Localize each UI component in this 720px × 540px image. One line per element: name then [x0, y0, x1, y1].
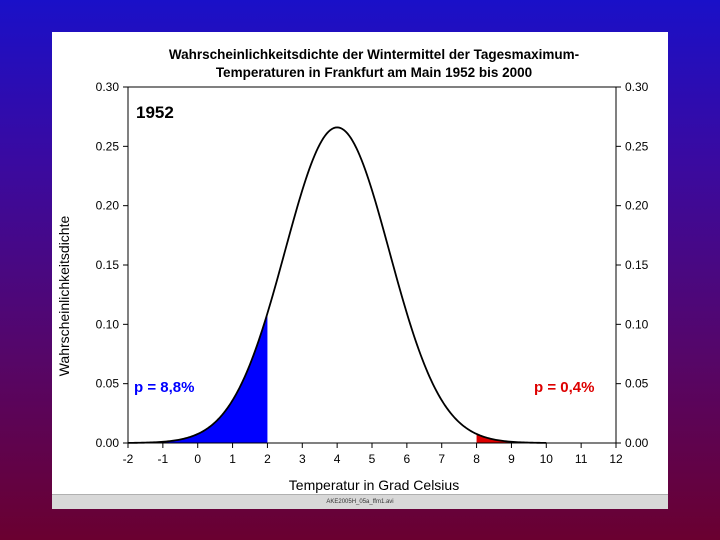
shaded-region-1 [476, 433, 547, 443]
chart-title-line-1: Wahrscheinlichkeitsdichte der Wintermitt… [169, 47, 579, 62]
y-tick-label-left-2: 0.10 [96, 317, 120, 331]
x-tick-label-7: 5 [369, 452, 376, 466]
x-tick-label-8: 6 [404, 452, 411, 466]
x-tick-label-14: 12 [609, 452, 623, 466]
x-tick-label-12: 10 [540, 452, 554, 466]
x-tick-label-2: 0 [194, 452, 201, 466]
y-tick-label-left-6: 0.30 [96, 80, 120, 94]
chart-title-line-2: Temperaturen in Frankfurt am Main 1952 b… [216, 65, 532, 80]
x-tick-label-6: 4 [334, 452, 341, 466]
y-tick-label-right-1: 0.05 [625, 377, 649, 391]
x-axis-label: Temperatur in Grad Celsius [289, 477, 459, 493]
footer-bar: AKE2005H_05a_ffm1.avi [52, 494, 668, 509]
y-tick-label-left-0: 0.00 [96, 436, 120, 450]
y-tick-label-left-1: 0.05 [96, 377, 120, 391]
y-axis-label: Wahrscheinlichkeitsdichte [56, 216, 72, 377]
chart-panel: Wahrscheinlichkeitsdichte der Wintermitt… [52, 32, 668, 509]
y-tick-label-right-2: 0.10 [625, 317, 649, 331]
density-curve [127, 126, 547, 444]
x-tick-label-10: 8 [473, 452, 480, 466]
chart-svg: Wahrscheinlichkeitsdichte der Wintermitt… [56, 47, 649, 493]
y-tick-label-right-5: 0.25 [625, 139, 649, 153]
footer-filename: AKE2005H_05a_ffm1.avi [326, 499, 394, 505]
y-tick-label-left-3: 0.15 [96, 258, 120, 272]
red-probability-label: p = 0,4% [534, 379, 594, 396]
y-tick-label-right-4: 0.20 [625, 199, 649, 213]
y-tick-label-right-6: 0.30 [625, 80, 649, 94]
x-tick-label-13: 11 [575, 452, 588, 466]
x-tick-label-3: 1 [229, 452, 236, 466]
plot-area: -2 -1 0 1 2 3 4 5 6 7 8 9 10 11 120.00 0.000.05 0.050.10… [96, 80, 649, 466]
x-tick-label-5: 3 [299, 452, 306, 466]
x-tick-label-4: 2 [264, 452, 271, 466]
y-tick-label-left-5: 0.25 [96, 139, 120, 153]
y-tick-label-right-0: 0.00 [625, 436, 649, 450]
shaded-region-0 [128, 313, 268, 443]
blue-probability-label: p = 8,8% [134, 379, 194, 396]
x-tick-label-11: 9 [508, 452, 515, 466]
y-tick-label-right-3: 0.15 [625, 258, 649, 272]
x-tick-label-1: -1 [158, 452, 169, 466]
x-tick-label-9: 7 [438, 452, 445, 466]
x-tick-label-0: -2 [123, 452, 134, 466]
year-label: 1952 [136, 103, 174, 122]
y-tick-label-left-4: 0.20 [96, 199, 120, 213]
